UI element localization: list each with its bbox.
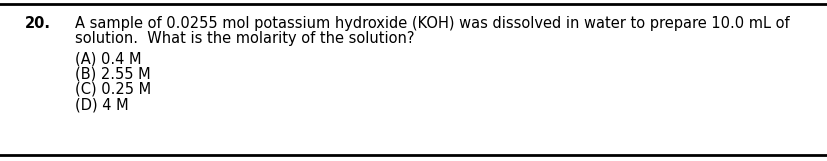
Text: A sample of 0.0255 mol potassium hydroxide (KOH) was dissolved in water to prepa: A sample of 0.0255 mol potassium hydroxi… — [75, 16, 789, 31]
Text: (D) 4 M: (D) 4 M — [75, 98, 128, 113]
Text: (C) 0.25 M: (C) 0.25 M — [75, 82, 151, 97]
Text: (B) 2.55 M: (B) 2.55 M — [75, 66, 151, 81]
Text: solution.  What is the molarity of the solution?: solution. What is the molarity of the so… — [75, 32, 414, 47]
Text: 20.: 20. — [25, 16, 51, 31]
Text: (A) 0.4 M: (A) 0.4 M — [75, 51, 141, 66]
